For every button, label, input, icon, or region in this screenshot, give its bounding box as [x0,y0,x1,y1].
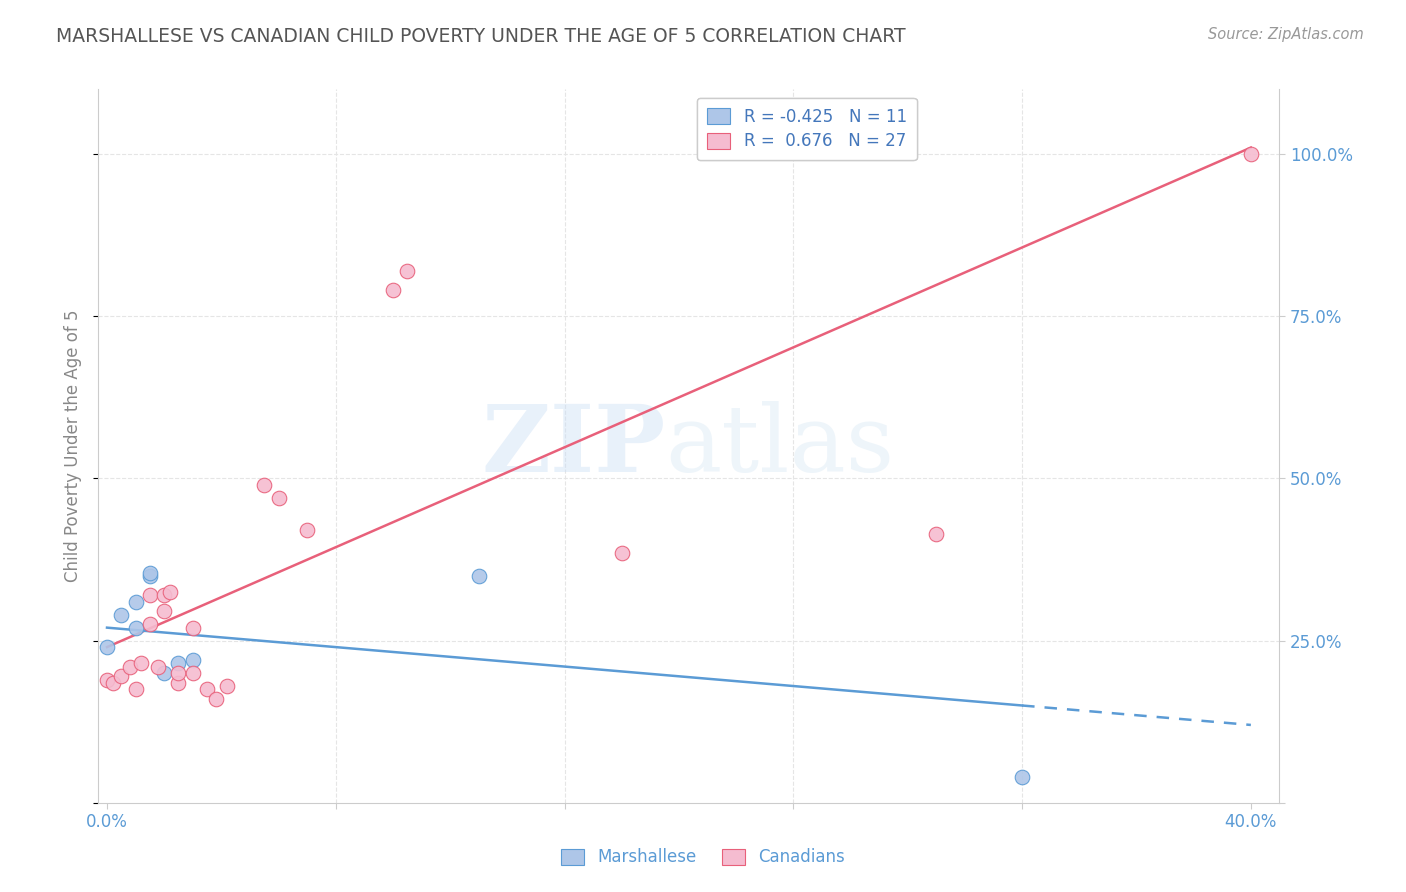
Point [124,682,146,697]
Point [167,657,190,671]
Point [124,621,146,635]
Point [167,675,190,690]
Point [167,666,190,681]
Point [1240,147,1263,161]
Point [153,666,176,681]
Point [153,588,176,602]
Point [96,640,118,654]
Point [181,621,204,635]
Point [159,585,181,599]
Point [110,669,132,683]
Point [267,491,290,505]
Point [153,604,176,618]
Point [217,679,239,693]
Point [181,666,204,681]
Point [468,568,491,582]
Text: ZIP: ZIP [481,401,665,491]
Point [195,682,218,697]
Point [96,673,118,687]
Point [148,659,170,673]
Point [139,568,162,582]
Text: Source: ZipAtlas.com: Source: ZipAtlas.com [1208,27,1364,42]
Point [139,566,162,580]
Point [139,588,162,602]
Text: atlas: atlas [665,401,894,491]
Y-axis label: Child Poverty Under the Age of 5: Child Poverty Under the Age of 5 [65,310,83,582]
Point [139,617,162,632]
Point [204,692,226,706]
Legend: Marshallese, Canadians: Marshallese, Canadians [553,840,853,875]
Point [124,595,146,609]
Point [396,264,419,278]
Point [1011,770,1033,784]
Point [181,653,204,667]
Point [381,283,404,297]
Point [131,657,153,671]
Point [295,524,318,538]
Point [610,546,633,560]
Text: MARSHALLESE VS CANADIAN CHILD POVERTY UNDER THE AGE OF 5 CORRELATION CHART: MARSHALLESE VS CANADIAN CHILD POVERTY UN… [56,27,905,45]
Point [925,526,948,541]
Point [253,478,276,492]
Point [110,607,132,622]
Point [118,659,141,673]
Point [101,675,124,690]
Legend: R = -0.425   N = 11, R =  0.676   N = 27: R = -0.425 N = 11, R = 0.676 N = 27 [697,97,917,161]
